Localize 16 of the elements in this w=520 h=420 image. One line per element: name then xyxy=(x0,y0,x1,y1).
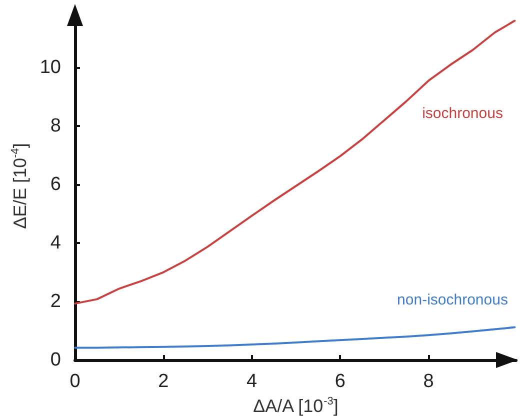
y-axis-title: ΔE/E [10-4] xyxy=(9,143,30,229)
series-label: isochronous xyxy=(422,105,503,122)
line-series xyxy=(74,20,516,305)
x-tick-label: 2 xyxy=(158,371,169,392)
y-tick-label: 2 xyxy=(50,291,61,312)
x-tick-label: 4 xyxy=(246,371,258,392)
series-label: non-isochronous xyxy=(397,292,508,309)
y-tick-label: 0 xyxy=(50,350,61,370)
y-tick-label: 8 xyxy=(50,116,61,137)
y-tick-label: 4 xyxy=(50,232,62,254)
y-tick-label: 10 xyxy=(40,57,61,78)
x-tick-label: 8 xyxy=(423,371,434,392)
x-tick-label: 6 xyxy=(334,371,346,392)
line-series xyxy=(74,326,516,349)
y-tick-label: 6 xyxy=(50,174,61,196)
x-tick-label: 0 xyxy=(70,371,80,392)
